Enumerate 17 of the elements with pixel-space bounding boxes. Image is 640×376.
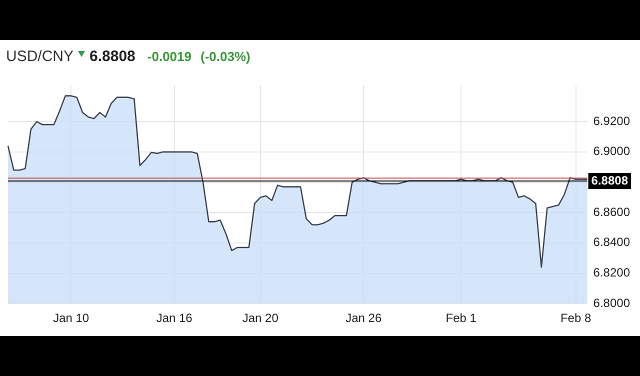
y-tick-label: 6.8200	[593, 266, 630, 280]
x-tick-label: Jan 26	[346, 311, 382, 326]
x-tick-label: Feb 8	[560, 311, 592, 326]
y-tick-label: 6.8600	[593, 204, 630, 219]
ref-line-label: 6.8808	[591, 173, 628, 188]
x-tick-label: Jan 16	[156, 311, 193, 326]
y-tick-label: 6.8000	[593, 296, 630, 310]
chart-subtitle: 6.8808	[90, 48, 136, 65]
y-tick-label: 6.8400	[593, 235, 630, 250]
text: -0.0019	[147, 49, 192, 64]
y-tick-label: 6.9000	[593, 144, 630, 158]
x-tick-label: Jan 10	[53, 311, 90, 326]
x-tick-label: Jan 20	[242, 311, 279, 326]
x-tick-label: Feb 1	[446, 311, 477, 326]
y-tick-label: 6.9200	[593, 114, 630, 128]
chart-title: USD/CNY	[6, 48, 74, 65]
text: (-0.03%)	[200, 49, 250, 64]
